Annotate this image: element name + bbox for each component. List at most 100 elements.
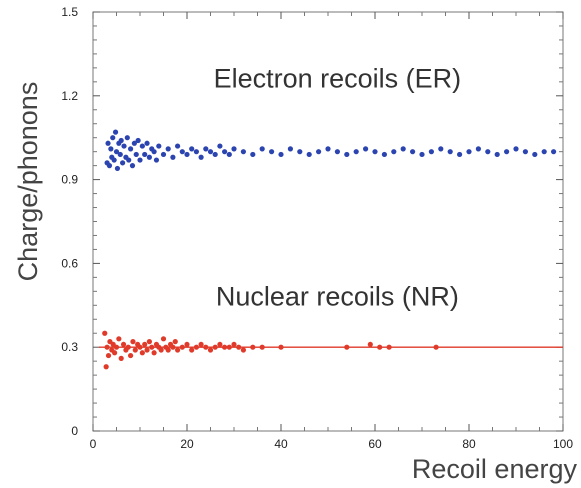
- nr-point: [125, 344, 131, 350]
- nr-point: [137, 344, 143, 350]
- er-point: [410, 149, 416, 155]
- er-point: [121, 143, 127, 149]
- er-point: [297, 149, 303, 155]
- er-point: [363, 146, 369, 152]
- annotations: Electron recoils (ER) Nuclear recoils (NR…: [214, 63, 462, 311]
- nr-point: [149, 344, 155, 350]
- y-tick-label: 1.2: [61, 89, 78, 103]
- er-point: [112, 129, 119, 135]
- nr-point: [130, 339, 136, 345]
- nr-point: [120, 341, 127, 348]
- nr-point: [158, 347, 164, 353]
- er-point: [133, 151, 139, 158]
- er-point: [170, 154, 176, 160]
- nr-point: [104, 344, 110, 350]
- er-point: [105, 140, 111, 146]
- x-tick-label: 60: [368, 437, 382, 451]
- er-point: [259, 146, 265, 152]
- er-point: [153, 157, 160, 163]
- er-point: [400, 146, 406, 152]
- nr-point: [198, 341, 204, 348]
- er-point: [156, 143, 162, 149]
- er-point: [231, 146, 237, 152]
- er-point: [522, 149, 529, 155]
- er-point: [212, 151, 218, 158]
- er-point: [240, 149, 246, 155]
- nr-point: [259, 344, 265, 350]
- nr-point: [250, 344, 256, 350]
- nr-point: [128, 352, 134, 359]
- er-point: [475, 146, 481, 152]
- x-tick-label: 40: [274, 437, 288, 451]
- nr-point: [278, 344, 284, 350]
- er-point: [160, 151, 167, 158]
- er-point: [135, 137, 141, 144]
- er-point: [142, 151, 148, 158]
- er-point: [391, 149, 397, 155]
- nr-point: [132, 347, 138, 353]
- er-point: [551, 149, 557, 155]
- nr-point: [113, 344, 120, 350]
- er-point: [128, 146, 134, 152]
- er-point: [111, 157, 117, 163]
- er-point: [504, 149, 510, 155]
- nr-point: [226, 344, 232, 350]
- er-point: [372, 149, 378, 155]
- nr-point: [165, 347, 171, 353]
- er-point: [175, 143, 181, 149]
- nr-point: [193, 344, 199, 350]
- y-tick-label: 0: [71, 424, 78, 438]
- er-point: [165, 146, 171, 152]
- er-point: [278, 151, 284, 158]
- er-point: [146, 154, 152, 160]
- er-point: [114, 165, 121, 172]
- nr-point: [151, 350, 157, 356]
- nr-point: [118, 355, 124, 361]
- nr-region-label: Nuclear recoils (NR): [216, 281, 459, 311]
- nr-point: [207, 347, 214, 353]
- er-point: [250, 151, 256, 158]
- y-tick-label: 0.3: [61, 340, 78, 354]
- er-point: [447, 149, 453, 155]
- nr-point: [236, 344, 242, 350]
- nr-point: [179, 344, 185, 350]
- er-point: [428, 149, 434, 155]
- er-point: [131, 140, 137, 146]
- er-point: [139, 143, 145, 149]
- er-point: [485, 149, 491, 155]
- y-axis-title: Charge/phonons: [13, 82, 43, 282]
- er-point: [120, 160, 126, 166]
- nr-point: [433, 344, 439, 350]
- nr-point: [170, 344, 176, 350]
- er-point: [184, 151, 190, 158]
- er-point: [193, 149, 199, 155]
- er-point: [203, 146, 209, 152]
- nr-point: [175, 347, 181, 353]
- er-point: [207, 149, 214, 155]
- er-point: [306, 151, 312, 158]
- x-tick-label: 80: [462, 437, 476, 451]
- axis-ticks: 0 20 40 60 80 100 0 0.3 0.6 0.9 1.2 1.5: [61, 5, 573, 451]
- nr-point: [103, 364, 109, 370]
- nr-point: [184, 341, 190, 348]
- er-point: [541, 149, 547, 155]
- er-point: [106, 163, 113, 169]
- er-point: [189, 146, 195, 152]
- x-tick-label: 100: [553, 437, 573, 451]
- nr-point: [377, 344, 383, 350]
- er-point: [494, 151, 500, 158]
- x-tick-label: 20: [180, 437, 194, 451]
- nr-point: [112, 350, 118, 356]
- er-point: [513, 146, 519, 152]
- er-point: [144, 140, 150, 146]
- y-tick-label: 0.9: [61, 173, 78, 187]
- er-point: [118, 137, 124, 144]
- y-tick-label: 0.6: [61, 256, 78, 270]
- er-point: [438, 146, 444, 152]
- er-series: [104, 129, 557, 172]
- nr-point: [142, 341, 148, 348]
- er-point: [126, 157, 132, 163]
- er-point: [466, 149, 472, 155]
- nr-point: [105, 352, 112, 359]
